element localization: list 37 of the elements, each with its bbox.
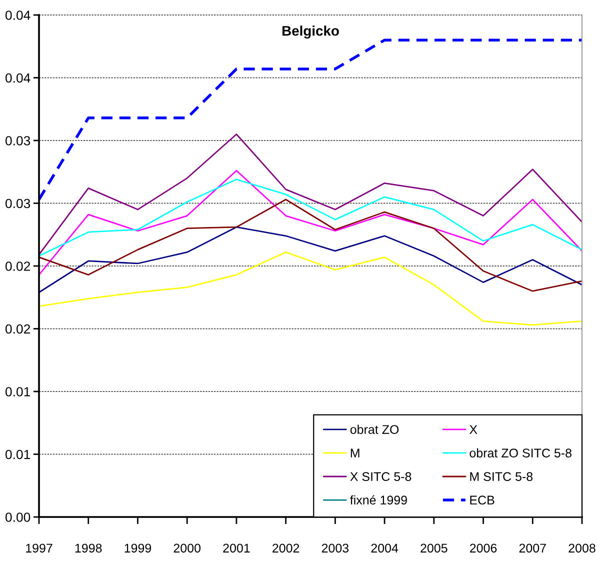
line-series: [39, 134, 582, 256]
x-tick-label: 2001: [223, 544, 250, 553]
legend-label: ECB: [470, 496, 494, 505]
line-series: [39, 198, 582, 292]
line-series: [39, 170, 582, 276]
x-tick-label: 1999: [124, 544, 152, 553]
y-tick-label: 0.00: [6, 512, 30, 522]
legend-label: X SITC 5-8: [350, 472, 412, 481]
x-tick-label: 2002: [272, 544, 300, 553]
y-tick-label: 0.02: [6, 324, 30, 334]
x-tick-label: 2004: [371, 544, 398, 553]
legend-label: M SITC 5-8: [470, 472, 533, 481]
line-series: [39, 178, 582, 257]
x-tick-label: 2008: [568, 544, 596, 553]
y-tick-label: 0.04: [6, 73, 30, 83]
line-series: [39, 252, 582, 326]
line-series: [39, 226, 582, 294]
y-tick-label: 0.01: [6, 387, 30, 396]
x-tick-label: 2003: [322, 544, 349, 553]
x-tick-label: 2007: [519, 544, 546, 553]
x-tick-label: 2005: [420, 544, 448, 553]
y-tick-label: 0.03: [6, 136, 30, 146]
line-series: [39, 38, 582, 201]
x-tick-label: 1998: [75, 544, 102, 553]
y-tick-label: 0.03: [6, 198, 30, 208]
x-tick-label: 1997: [26, 544, 52, 553]
legend-label: M: [350, 448, 360, 458]
legend-label: obrat ZO: [350, 424, 399, 434]
legend-label: fixné 1999: [350, 495, 407, 505]
legend-label: X: [469, 425, 478, 434]
x-tick-label: 2006: [470, 544, 497, 553]
text: Belgicko: [282, 26, 339, 39]
legend-label: obrat ZO SITC 5-8: [470, 448, 572, 458]
y-tick-label: 0.01: [6, 450, 30, 460]
y-tick-label: 0.04: [6, 10, 30, 20]
x-tick-label: 2000: [174, 544, 201, 553]
y-tick-label: 0.02: [6, 262, 30, 271]
